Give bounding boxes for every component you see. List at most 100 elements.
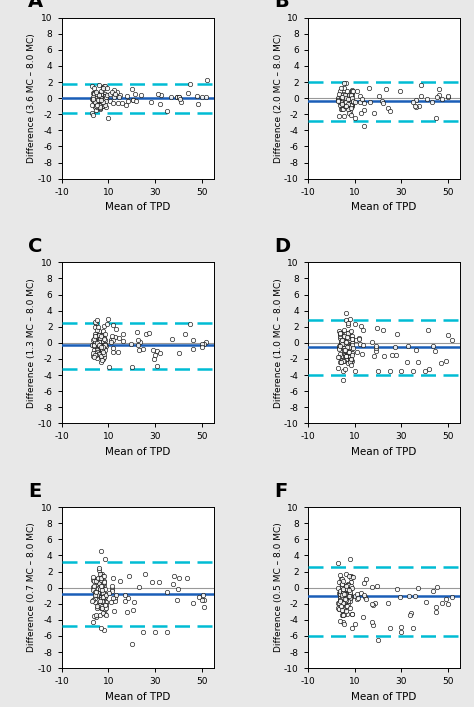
Point: [141, 568, 149, 580]
Point: [344, 98, 351, 109]
Point: [375, 90, 383, 101]
Point: [368, 598, 376, 609]
Point: [335, 92, 342, 103]
Point: [345, 346, 353, 358]
Point: [108, 87, 116, 98]
Point: [344, 347, 351, 358]
Point: [164, 587, 171, 598]
Point: [91, 329, 99, 340]
Point: [343, 346, 351, 358]
Point: [409, 366, 417, 377]
Point: [348, 98, 356, 110]
Point: [336, 588, 344, 599]
Point: [94, 346, 101, 357]
Point: [339, 93, 346, 105]
Point: [102, 91, 109, 103]
Point: [100, 570, 108, 581]
Point: [99, 579, 106, 590]
Point: [341, 96, 348, 107]
Point: [347, 580, 355, 592]
Point: [93, 338, 100, 349]
Point: [173, 595, 181, 606]
Point: [97, 568, 105, 579]
Point: [89, 334, 97, 346]
Point: [344, 86, 351, 97]
Point: [94, 94, 101, 105]
Point: [97, 571, 105, 583]
Point: [336, 99, 344, 110]
Point: [101, 588, 109, 600]
Point: [346, 354, 354, 366]
Point: [95, 95, 102, 106]
Point: [342, 95, 349, 107]
Text: E: E: [28, 481, 41, 501]
Point: [353, 85, 361, 96]
Point: [368, 337, 375, 348]
Point: [421, 366, 428, 377]
Point: [98, 349, 105, 361]
Point: [340, 356, 348, 367]
Point: [344, 90, 352, 102]
Point: [140, 626, 147, 638]
Point: [92, 586, 100, 597]
Point: [342, 336, 350, 347]
Point: [358, 349, 365, 360]
Point: [91, 575, 98, 587]
Y-axis label: Difference (1.3 MC – 8.0 MC): Difference (1.3 MC – 8.0 MC): [27, 278, 36, 408]
Point: [424, 325, 431, 336]
Point: [100, 346, 107, 358]
Point: [386, 366, 393, 377]
Point: [151, 626, 159, 638]
Point: [346, 327, 354, 338]
Point: [351, 97, 358, 108]
Point: [343, 94, 350, 105]
Point: [337, 356, 345, 367]
Point: [339, 609, 346, 621]
Point: [102, 341, 109, 352]
Point: [91, 90, 99, 101]
Point: [370, 107, 377, 119]
Point: [94, 573, 102, 584]
Point: [193, 90, 201, 101]
Point: [95, 348, 103, 359]
Point: [97, 593, 105, 604]
Point: [346, 313, 354, 325]
Point: [365, 82, 373, 93]
Point: [129, 604, 137, 615]
Point: [342, 100, 349, 111]
Point: [92, 587, 100, 598]
Point: [90, 581, 97, 592]
Point: [346, 91, 353, 103]
Point: [335, 603, 343, 614]
Point: [109, 342, 116, 354]
Point: [98, 602, 105, 613]
Point: [381, 350, 388, 361]
Point: [344, 580, 352, 591]
Point: [90, 585, 97, 596]
Point: [369, 620, 377, 631]
Point: [123, 90, 131, 101]
Point: [337, 327, 345, 339]
Point: [95, 348, 103, 359]
Point: [345, 571, 353, 582]
Point: [171, 571, 178, 582]
Point: [336, 327, 343, 339]
Point: [337, 337, 345, 348]
Point: [134, 334, 142, 346]
Point: [342, 308, 350, 319]
Point: [169, 578, 177, 590]
Point: [374, 366, 382, 377]
Point: [356, 334, 363, 345]
Point: [97, 332, 105, 343]
Point: [99, 83, 107, 95]
Point: [337, 97, 345, 108]
Point: [341, 100, 349, 112]
Point: [101, 338, 109, 349]
Point: [338, 104, 346, 115]
Point: [134, 340, 142, 351]
Point: [96, 339, 103, 351]
Point: [96, 595, 104, 607]
Point: [346, 88, 354, 99]
Point: [98, 346, 106, 358]
Y-axis label: Difference (2.0 MC – 8.0 MC): Difference (2.0 MC – 8.0 MC): [273, 33, 283, 163]
